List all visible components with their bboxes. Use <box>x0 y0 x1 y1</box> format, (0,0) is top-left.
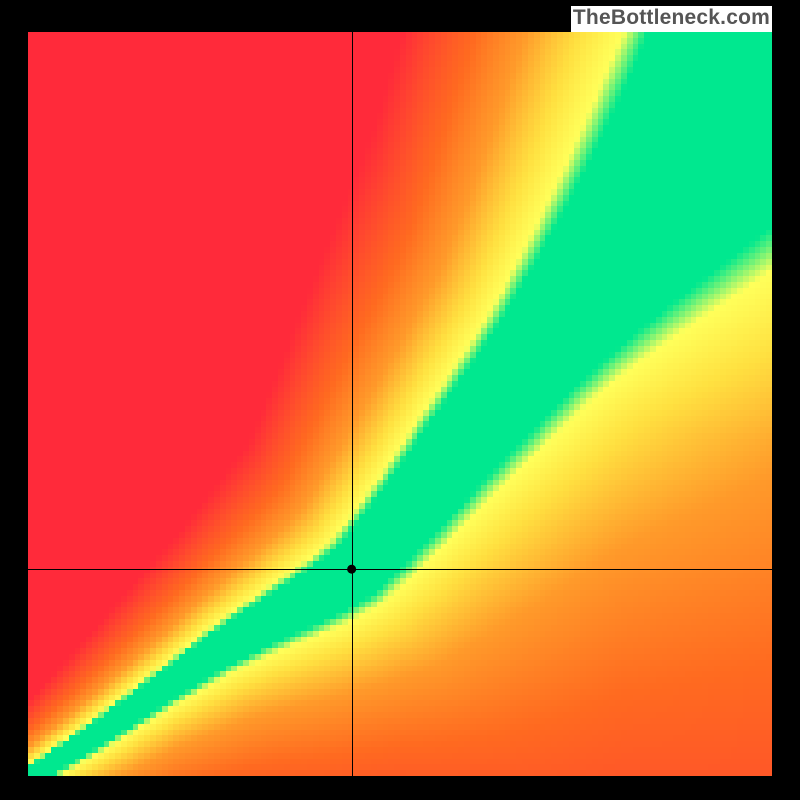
watermark-label: TheBottleneck.com <box>571 6 772 32</box>
chart-container: TheBottleneck.com <box>0 0 800 800</box>
bottleneck-heatmap <box>0 0 800 800</box>
